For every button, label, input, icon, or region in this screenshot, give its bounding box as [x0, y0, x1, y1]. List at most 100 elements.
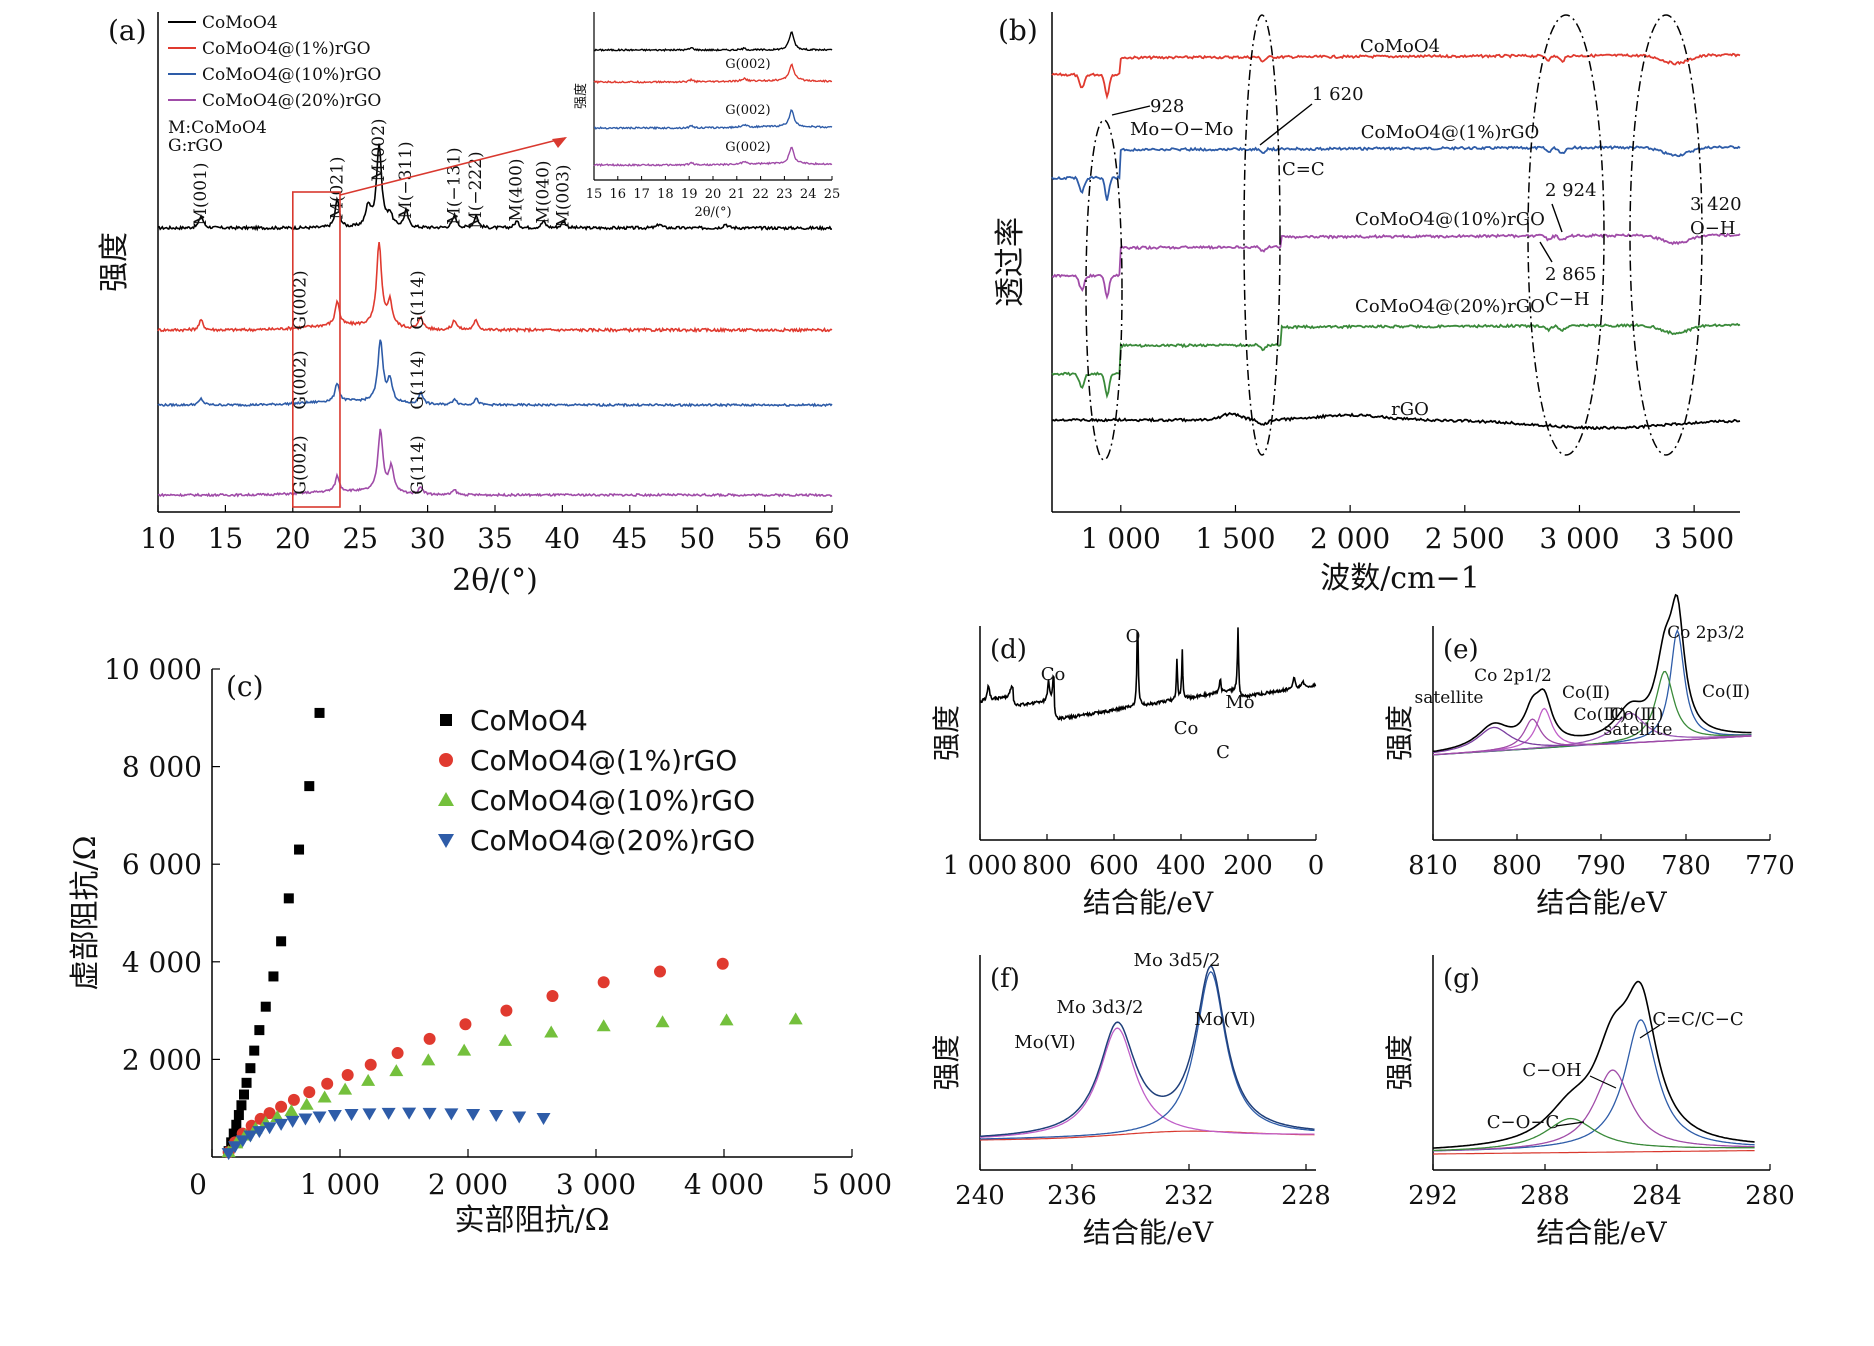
- panel-d-label: (d): [990, 635, 1027, 665]
- inset-arrow-head: [552, 137, 567, 148]
- nyquist-point-series-0: [231, 1119, 242, 1130]
- c1s-component-line-0: [1433, 1019, 1755, 1152]
- panel-c-ytick-label: 4 000: [122, 946, 202, 979]
- xps-survey-peak-label: Mo: [1225, 692, 1254, 713]
- panel-a-xrd: 10 15 20 25 30 35 40 45 50 55 60 (a) 2θ/(°) 强度 CoMoO4 C…: [97, 12, 850, 598]
- inset-xtick-label: 25: [824, 187, 841, 202]
- mo3d-annotation: Mo(Ⅵ): [1194, 1009, 1255, 1030]
- c1s-annotation: C−O−C: [1487, 1112, 1559, 1133]
- nyquist-point-series-0: [268, 971, 279, 982]
- co2p-annotation: Co 2p3/2: [1667, 623, 1745, 643]
- ftir-series-line-4: [1051, 412, 1741, 431]
- nyquist-point-series-3: [298, 1113, 313, 1126]
- panel-g-xtick-label: 288: [1520, 1181, 1570, 1211]
- nyquist-legend-marker-1: [439, 753, 453, 767]
- nyquist-point-series-2: [299, 1097, 314, 1110]
- xrd-series-line-3: [157, 428, 833, 498]
- nyquist-legend-label-0: CoMoO4: [470, 704, 588, 737]
- panel-c-xtick-label: 5 000: [812, 1168, 892, 1201]
- legend-label-2: CoMoO4@(10%)rGO: [202, 65, 381, 85]
- panel-c-ytick-label: 6 000: [122, 848, 202, 881]
- panel-a-xtick-label: 10: [140, 522, 176, 555]
- panel-d-ylabel: 强度: [930, 705, 963, 761]
- nyquist-point-series-1: [275, 1100, 288, 1113]
- ftir-annotation: Mo−O−Mo: [1130, 119, 1233, 140]
- ftir-dashdot-ellipse-3: [1629, 14, 1703, 456]
- ftir-series-line-1: [1051, 145, 1741, 201]
- nyquist-point-series-1: [716, 957, 729, 970]
- nyquist-point-series-3: [221, 1148, 236, 1161]
- ftir-series-line-2: [1051, 232, 1741, 300]
- c1s-arrow-coh: [1589, 1075, 1617, 1089]
- nyquist-legend-label-3: CoMoO4@(20%)rGO: [470, 824, 755, 857]
- nyquist-point-series-2: [788, 1012, 803, 1025]
- co2p-annotation: Co(Ⅲ): [1574, 705, 1627, 725]
- nyquist-point-series-1: [391, 1047, 404, 1060]
- panel-g-ylabel: 强度: [1383, 1034, 1416, 1090]
- nyquist-point-series-3: [536, 1112, 551, 1125]
- panel-d-xtick-label: 400: [1156, 851, 1206, 881]
- nyquist-point-series-2: [361, 1073, 376, 1086]
- ftir-series-line-3: [1051, 322, 1741, 400]
- panel-d-xtick-label: 600: [1089, 851, 1139, 881]
- panel-d-xps-survey: 1 000 800 600 400 200 0 (d) 结合能/eV 强度 Co O Co C Mo: [930, 626, 1324, 919]
- xrd-m-peak-label: M(002): [369, 118, 389, 181]
- c1s-background-line: [1433, 1150, 1755, 1155]
- c1s-arrow-coc: [1555, 1121, 1585, 1127]
- c1s-envelope-line: [1432, 980, 1755, 1149]
- nyquist-point-series-2: [719, 1013, 734, 1026]
- inset-g-label: G(002): [725, 57, 770, 72]
- xrd-m-peak-label: M(−131): [445, 147, 465, 224]
- panel-b-xtick-label: 2 500: [1425, 522, 1505, 555]
- ftir-arrow-928: [1111, 105, 1151, 116]
- nyquist-point-series-1: [597, 976, 610, 989]
- panel-a-xtick-label: 55: [747, 522, 783, 555]
- c1s-arrow-cc: [1639, 1024, 1661, 1039]
- panel-c-nyquist: 0 1 000 2 000 3 000 4 000 5 000 2 000 4 000 6 00…: [68, 653, 892, 1238]
- inset-region-box: [291, 191, 341, 508]
- nyquist-point-series-1: [546, 989, 559, 1002]
- panel-e-xtick-label: 790: [1576, 851, 1626, 881]
- nyquist-point-series-3: [312, 1111, 327, 1124]
- nyquist-legend-marker-3: [438, 834, 454, 848]
- nyquist-point-series-1: [364, 1058, 377, 1071]
- panel-c-xtick-label: 0: [189, 1168, 207, 1201]
- inset-series-line-1: [593, 63, 833, 85]
- nyquist-point-series-0: [239, 1089, 249, 1100]
- nyquist-point-series-0: [228, 1128, 239, 1139]
- panel-g-xtick-label: 292: [1408, 1181, 1458, 1211]
- panel-a-label: (a): [108, 14, 147, 47]
- nyquist-point-series-3: [262, 1122, 277, 1135]
- co2p-component-line-5: [1432, 718, 1752, 756]
- co2p-annotation: satellite: [1415, 688, 1484, 708]
- nyquist-point-series-0: [233, 1110, 244, 1121]
- inset-series-line-0: [593, 31, 833, 52]
- nyquist-point-series-0: [276, 936, 287, 947]
- ftir-annotation: C=C: [1282, 159, 1325, 180]
- xrd-g-peak-label: G(114): [408, 435, 428, 494]
- panel-a-xtick-label: 20: [275, 522, 311, 555]
- nyquist-point-series-0: [254, 1025, 265, 1036]
- panel-d-xlabel: 结合能/eV: [1083, 886, 1214, 919]
- co2p-annotation: Co(Ⅱ): [1562, 683, 1610, 703]
- panel-f-xtick-label: 240: [955, 1181, 1005, 1211]
- ftir-arrow-2924: [1551, 203, 1563, 233]
- ftir-annotation: 1 620: [1312, 84, 1364, 105]
- inset-series-line-3: [593, 146, 833, 168]
- panel-a-ylabel: 强度: [97, 232, 132, 292]
- panel-a-xtick-label: 60: [814, 522, 850, 555]
- xrd-g-peak-label: G(002): [290, 270, 310, 329]
- panel-a-xtick-label: 30: [410, 522, 446, 555]
- panel-f-label: (f): [990, 964, 1020, 994]
- nyquist-legend-marker-2: [438, 792, 454, 806]
- panel-f-xtick-label: 232: [1164, 1181, 1214, 1211]
- panel-g-xtick-label: 280: [1745, 1181, 1795, 1211]
- ftir-series-label: CoMoO4: [1360, 36, 1440, 57]
- panel-e-xlabel: 结合能/eV: [1536, 886, 1667, 919]
- panel-b-xtick-label: 3 000: [1539, 522, 1619, 555]
- nyquist-point-series-3: [512, 1111, 527, 1124]
- ftir-annotation: 2 865: [1545, 264, 1597, 285]
- mo3d-annotation: Mo 3d3/2: [1057, 997, 1144, 1018]
- nyquist-legend-marker-0: [440, 714, 452, 726]
